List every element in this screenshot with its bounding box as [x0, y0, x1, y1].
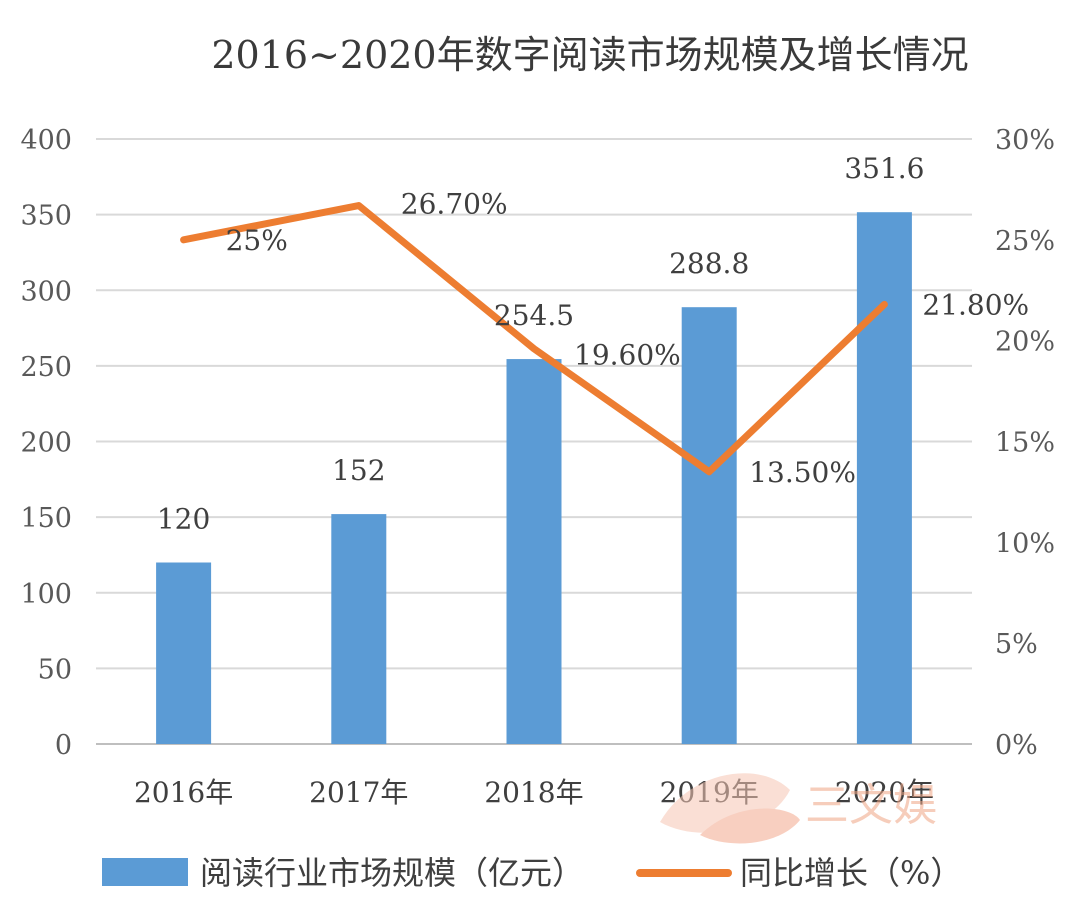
left-tick-label: 250: [20, 352, 72, 383]
left-tick-label: 0: [55, 730, 72, 761]
bar-data-label: 351.6: [844, 152, 924, 185]
x-tick-label: 2018年: [484, 776, 583, 809]
bar: [857, 212, 912, 744]
left-tick-label: 300: [20, 276, 72, 307]
right-tick-label: 0%: [995, 730, 1038, 761]
line-data-label: 13.50%: [749, 456, 856, 489]
legend-line-label: 同比增长（%）: [740, 854, 962, 892]
bar: [682, 307, 737, 744]
right-tick-label: 15%: [995, 428, 1055, 459]
legend-bar-label: 阅读行业市场规模（亿元）: [200, 854, 584, 892]
bar-data-label: 254.5: [494, 299, 574, 332]
x-tick-label: 2016年: [134, 776, 233, 809]
line-data-label: 21.80%: [922, 288, 1029, 321]
watermark-text: 三文娱: [805, 780, 937, 831]
bar: [156, 563, 211, 745]
line-data-label: 26.70%: [401, 188, 508, 221]
x-tick-label: 2017年: [309, 776, 408, 809]
right-tick-label: 5%: [995, 629, 1038, 660]
legend: 阅读行业市场规模（亿元） 同比增长（%）: [102, 854, 962, 892]
left-y-axis: 0 50 100 150 200 250 300 350 400: [20, 125, 72, 761]
chart-title: 2016~2020年数字阅读市场规模及增长情况: [211, 33, 968, 77]
bar-data-label: 288.8: [669, 247, 749, 280]
bar-data-label: 152: [332, 454, 385, 487]
left-tick-label: 200: [20, 428, 72, 459]
left-tick-label: 400: [20, 125, 72, 156]
left-tick-label: 100: [20, 579, 72, 610]
right-tick-label: 20%: [995, 327, 1055, 358]
bar: [331, 514, 386, 744]
left-tick-label: 150: [20, 503, 72, 534]
right-tick-label: 25%: [995, 226, 1055, 257]
right-tick-label: 30%: [995, 125, 1055, 156]
line-data-label: 19.60%: [574, 339, 681, 372]
line-data-label: 25%: [226, 224, 288, 257]
bar: [507, 359, 562, 744]
legend-bar-swatch: [102, 858, 188, 886]
bar-data-label: 120: [157, 503, 210, 536]
watermark-logo: 三文娱: [660, 773, 937, 843]
left-tick-label: 50: [38, 654, 72, 685]
left-tick-label: 350: [20, 201, 72, 232]
right-tick-label: 10%: [995, 528, 1055, 559]
right-y-axis: 0% 5% 10% 15% 20% 25% 30%: [995, 125, 1055, 761]
